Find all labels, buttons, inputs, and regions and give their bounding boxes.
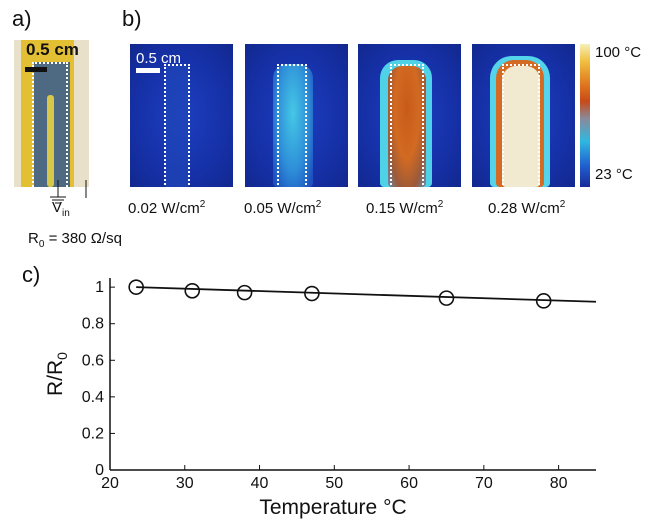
colorbar-min-label: 23 °C [595,166,633,183]
scale-bar-a [25,67,47,72]
data-point [236,284,253,301]
power-label-1: 0.02 W/cm2 [128,199,206,217]
panel-a-label: a) [12,6,32,31]
y-tick-label: 0.8 [82,316,104,333]
data-point [304,285,320,302]
scale-bar-b [136,68,160,73]
x-tick-label: 60 [400,475,418,492]
thermal-image-4 [472,44,575,187]
power-label-2: 0.05 W/cm2 [244,199,322,217]
scale-text-a: 0.5 cm [26,40,79,59]
x-tick-label: 50 [325,475,343,492]
vin-label: Vin [52,199,70,219]
scale-text-b: 0.5 cm [136,50,182,67]
data-point [535,293,552,309]
colorbar-max-label: 100 °C [595,44,642,61]
circuit-wires [50,180,87,204]
x-tick-label: 70 [475,475,493,492]
chart-marks [128,279,597,309]
power-label-3: 0.15 W/cm2 [366,199,444,217]
fit-line [136,286,597,303]
colorbar [580,44,590,187]
thermal-image-2 [245,44,348,187]
y-axis-label: R/R0 [44,352,70,396]
panel-c-label: c) [22,262,41,287]
x-tick-label: 20 [101,475,119,492]
resistance-chart: 20 30 40 50 60 70 80 0 0.2 0.4 0.6 0.8 1 R/R0 Temper… [44,278,597,519]
device-photo [14,40,89,190]
chart-axes [109,278,596,471]
data-point [184,282,201,299]
thermal-image-1: 0.5 cm [130,44,233,187]
y-axis-label-sub: 0 [54,352,70,360]
power-label-4: 0.28 W/cm2 [488,199,566,217]
data-point [438,290,455,306]
x-tick-label: 30 [176,475,194,492]
y-tick-label: 1 [95,279,104,296]
y-tick-label: 0.6 [82,352,104,369]
y-tick-label: 0.2 [82,425,104,442]
x-axis-label: Temperature °C [259,496,406,519]
thermal-image-3 [358,44,461,187]
x-tick-label: 80 [550,475,568,492]
sheet-resistance-label: R0 = 380 Ω/sq [28,230,122,250]
x-tick-label: 40 [251,475,269,492]
panel-b-label: b) [122,6,142,31]
data-point [128,279,144,295]
y-tick-label: 0 [95,462,104,479]
y-tick-label: 0.4 [82,389,104,406]
chart-ticks: 20 30 40 50 60 70 80 0 0.2 0.4 0.6 0.8 1 [82,279,568,492]
